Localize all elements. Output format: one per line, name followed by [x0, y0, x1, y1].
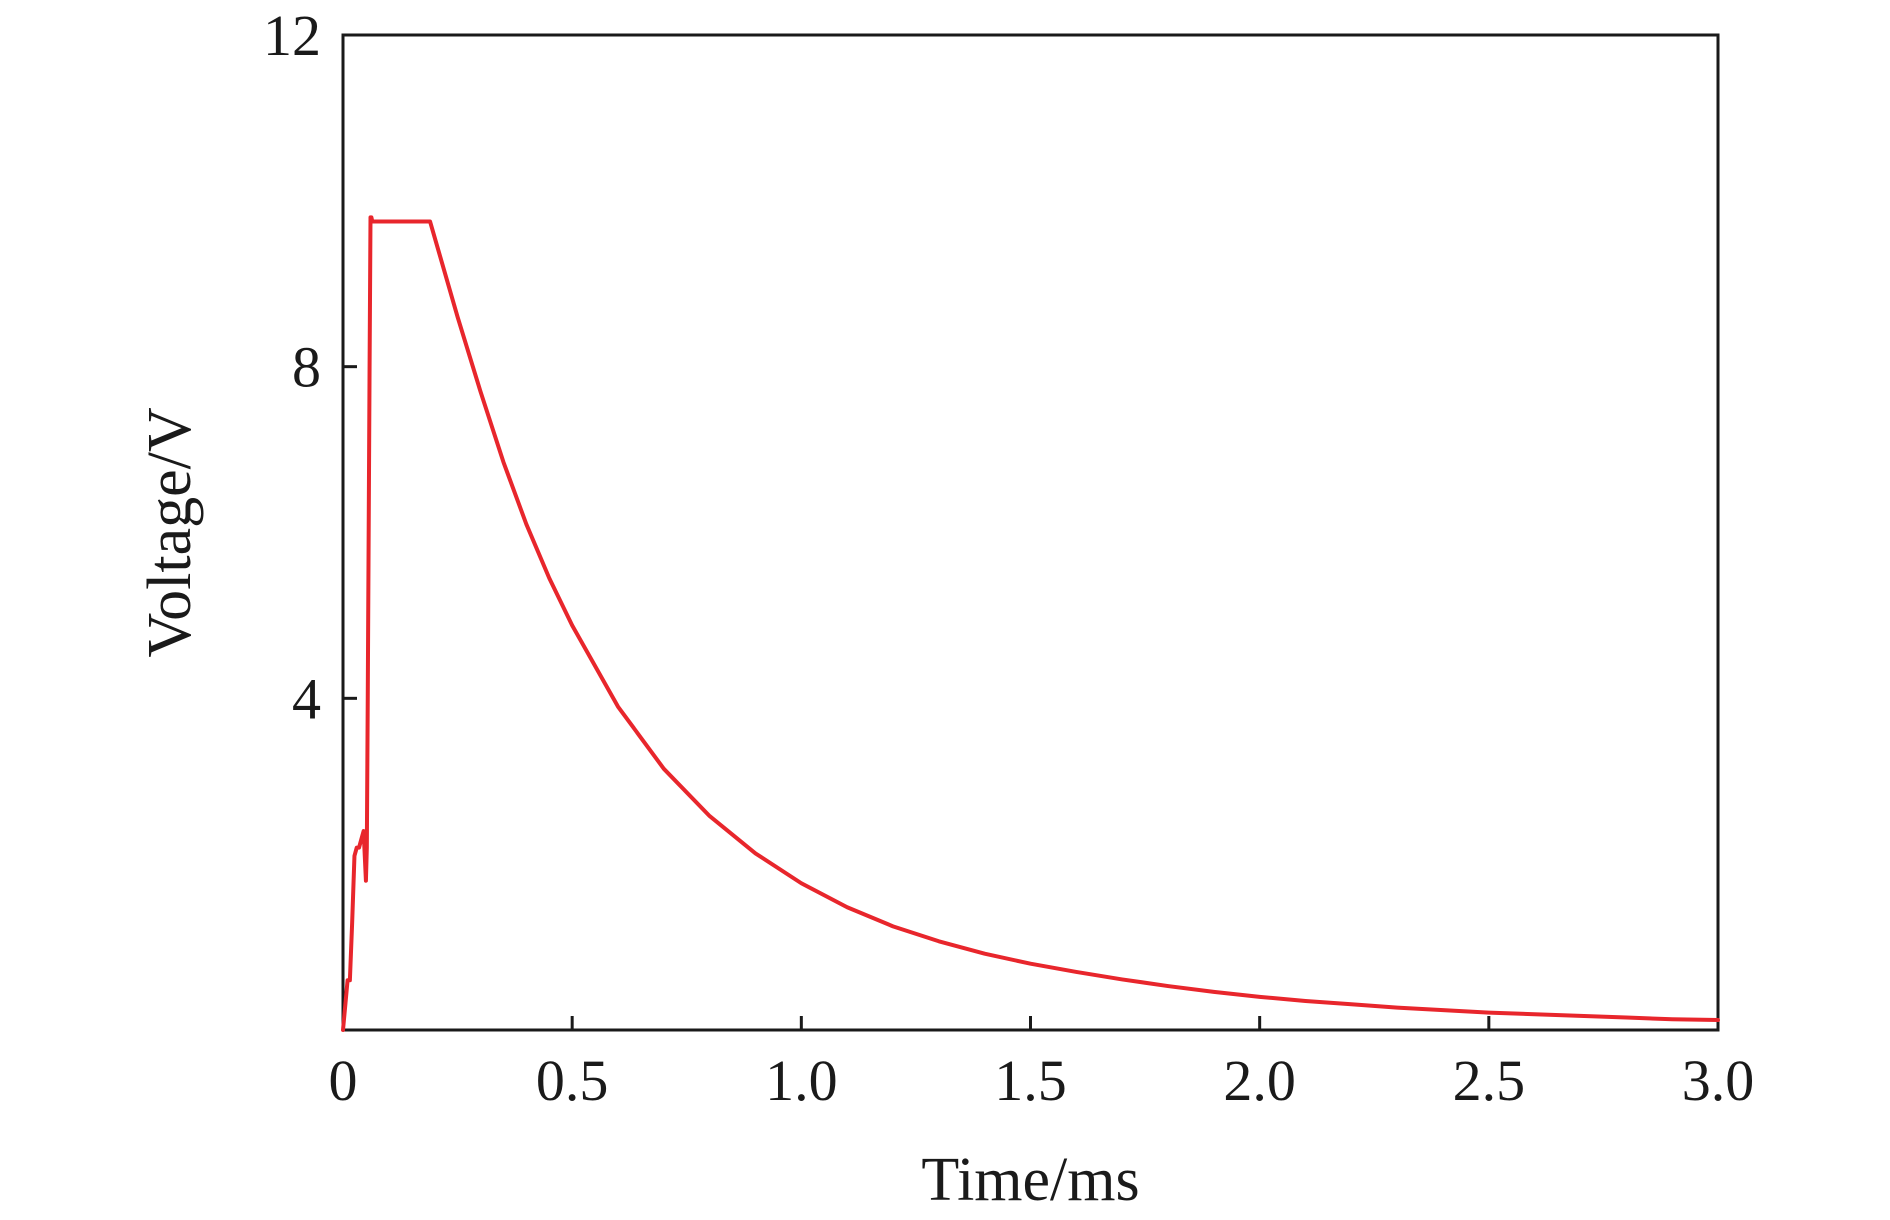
x-tick-label: 2.0	[1223, 1048, 1296, 1113]
y-tick-label: 12	[263, 3, 321, 68]
y-axis-title: Voltage/V	[136, 407, 204, 657]
x-tick-label: 1.0	[765, 1048, 838, 1113]
x-axis-title: Time/ms	[921, 1146, 1139, 1214]
x-tick-label: 0.5	[536, 1048, 609, 1113]
x-tick-label: 3.0	[1682, 1048, 1755, 1113]
x-tick-label: 0	[329, 1048, 358, 1113]
plot-frame	[341, 33, 1720, 1032]
plot-border	[341, 33, 1720, 1032]
x-axis: 0 0.5 1.0 1.5 2.0 2.5 3.0	[329, 1016, 1755, 1113]
y-tick-label: 4	[292, 666, 321, 731]
y-tick-label: 8	[292, 335, 321, 400]
x-tick-label: 2.5	[1453, 1048, 1526, 1113]
y-axis: 4 8 12	[263, 3, 357, 731]
x-tick-label: 1.5	[994, 1048, 1067, 1113]
series-line-0	[341, 215, 1720, 1032]
series-layer	[341, 215, 1720, 1032]
